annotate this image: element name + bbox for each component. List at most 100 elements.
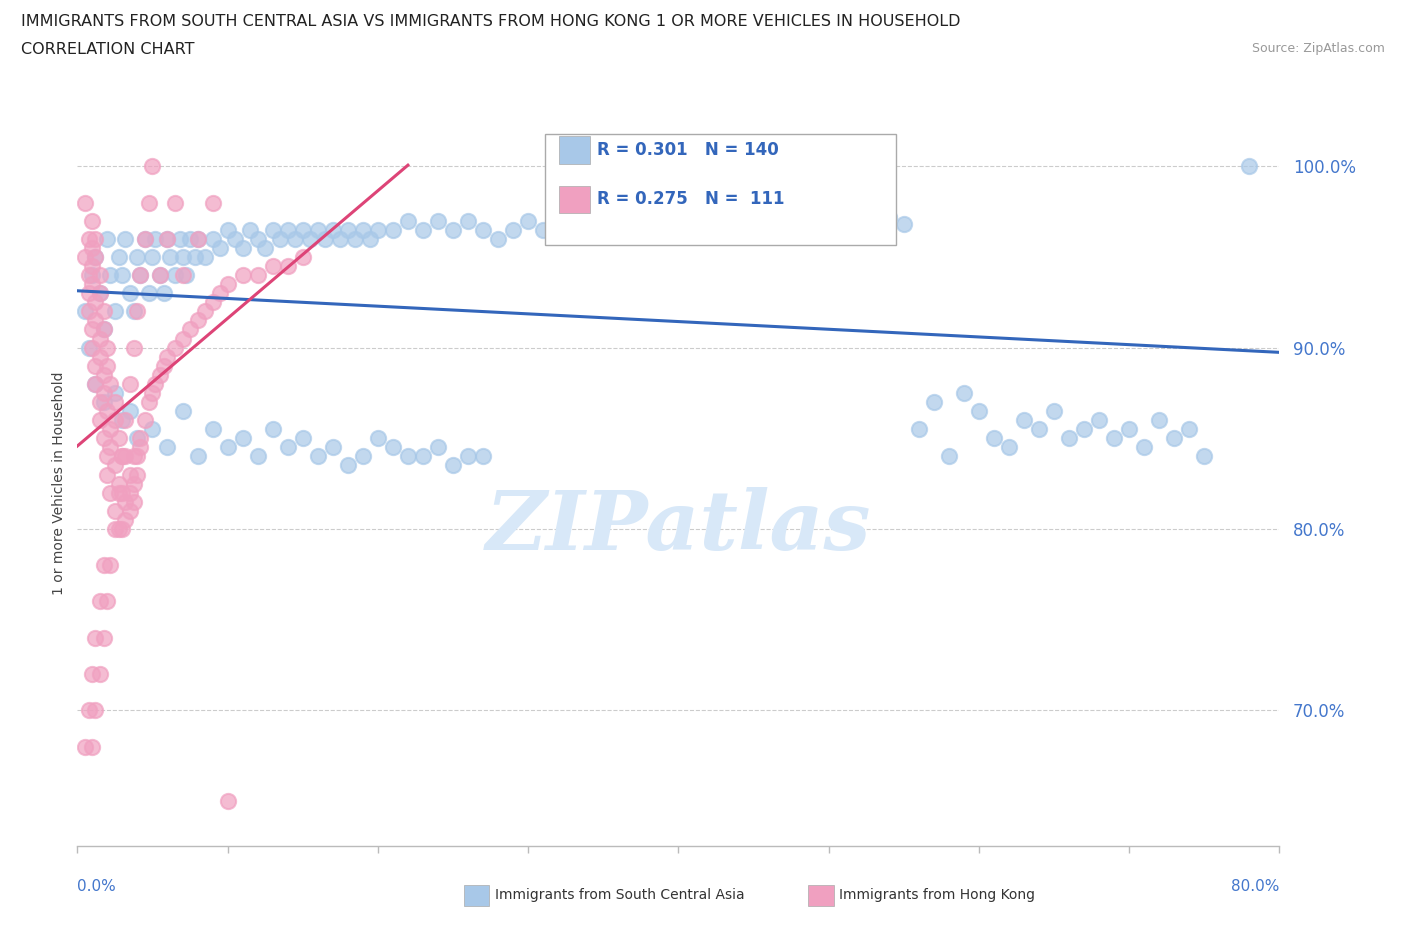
Point xyxy=(1088,413,1111,428)
Point xyxy=(727,213,749,228)
Point xyxy=(141,422,163,437)
Text: CORRELATION CHART: CORRELATION CHART xyxy=(21,42,194,57)
Point xyxy=(186,232,209,246)
Point xyxy=(201,195,224,210)
Point xyxy=(96,594,118,609)
Point xyxy=(652,222,675,237)
Point xyxy=(772,222,794,237)
Point xyxy=(1028,422,1050,437)
Point xyxy=(127,449,149,464)
Point xyxy=(96,232,118,246)
Point xyxy=(262,259,284,273)
Point xyxy=(84,312,107,327)
Point xyxy=(118,404,141,418)
Point xyxy=(93,322,115,337)
Point xyxy=(713,222,735,237)
Point xyxy=(163,340,186,355)
Point xyxy=(1194,449,1216,464)
Point xyxy=(156,440,179,455)
Point xyxy=(93,322,115,337)
Point xyxy=(111,449,134,464)
Point xyxy=(592,222,614,237)
Point xyxy=(209,286,232,300)
Point xyxy=(1239,159,1261,174)
Point xyxy=(124,340,146,355)
Point xyxy=(100,377,122,392)
Point xyxy=(84,631,107,645)
Point xyxy=(682,222,704,237)
Point xyxy=(367,222,389,237)
Point xyxy=(114,232,136,246)
Point xyxy=(84,377,107,392)
Point xyxy=(93,385,115,400)
Point xyxy=(322,440,344,455)
Point xyxy=(79,268,101,283)
Point xyxy=(73,195,96,210)
Point xyxy=(114,449,136,464)
Point xyxy=(138,195,160,210)
Point xyxy=(118,485,141,500)
Point xyxy=(742,222,765,237)
Point xyxy=(145,377,167,392)
Point xyxy=(817,213,839,228)
Point xyxy=(141,385,163,400)
Point xyxy=(108,485,131,500)
Point xyxy=(172,268,194,283)
Text: ZIPatlas: ZIPatlas xyxy=(485,487,872,567)
Point xyxy=(129,268,152,283)
Point xyxy=(209,240,232,255)
Point xyxy=(111,485,134,500)
Point xyxy=(100,422,122,437)
Point xyxy=(314,232,336,246)
Point xyxy=(93,394,115,409)
Point xyxy=(908,422,931,437)
Point xyxy=(502,222,524,237)
Point xyxy=(156,232,179,246)
Point xyxy=(194,249,217,264)
Point xyxy=(1163,431,1185,445)
Point xyxy=(531,222,554,237)
Point xyxy=(307,449,329,464)
Point xyxy=(352,449,374,464)
Point xyxy=(472,449,495,464)
Point xyxy=(156,349,179,364)
Point xyxy=(129,431,152,445)
Point xyxy=(299,232,322,246)
Point xyxy=(93,631,115,645)
Point xyxy=(111,522,134,537)
Point xyxy=(169,232,191,246)
Point xyxy=(217,440,239,455)
Point xyxy=(84,232,107,246)
Point xyxy=(922,394,945,409)
Point xyxy=(172,404,194,418)
Point xyxy=(239,222,262,237)
Point xyxy=(82,268,104,283)
Point xyxy=(254,240,277,255)
Point xyxy=(73,739,96,754)
Point xyxy=(291,431,314,445)
Point xyxy=(246,268,269,283)
Point xyxy=(89,286,111,300)
Point xyxy=(89,394,111,409)
Point xyxy=(352,222,374,237)
Point xyxy=(396,213,419,228)
Point xyxy=(441,222,464,237)
Point xyxy=(93,558,115,573)
Point xyxy=(82,213,104,228)
Point xyxy=(877,209,900,224)
Point xyxy=(412,449,434,464)
Point xyxy=(967,404,990,418)
Point xyxy=(156,232,179,246)
Point xyxy=(89,286,111,300)
Point xyxy=(104,503,127,518)
Point xyxy=(82,667,104,682)
Point xyxy=(336,222,359,237)
Point xyxy=(108,431,131,445)
Point xyxy=(232,268,254,283)
Point xyxy=(472,222,495,237)
Point xyxy=(127,431,149,445)
Point xyxy=(104,304,127,319)
Point xyxy=(787,213,810,228)
Point xyxy=(134,232,156,246)
Text: R = 0.301   N = 140: R = 0.301 N = 140 xyxy=(598,141,779,159)
